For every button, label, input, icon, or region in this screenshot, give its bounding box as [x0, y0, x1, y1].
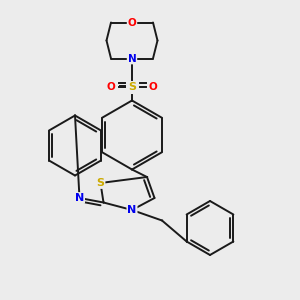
- Text: O: O: [128, 17, 136, 28]
- Text: N: N: [128, 205, 136, 215]
- Text: N: N: [128, 53, 136, 64]
- Text: S: S: [128, 82, 136, 92]
- Text: O: O: [106, 82, 116, 92]
- Text: N: N: [75, 193, 84, 203]
- Text: O: O: [148, 82, 158, 92]
- Text: S: S: [97, 178, 104, 188]
